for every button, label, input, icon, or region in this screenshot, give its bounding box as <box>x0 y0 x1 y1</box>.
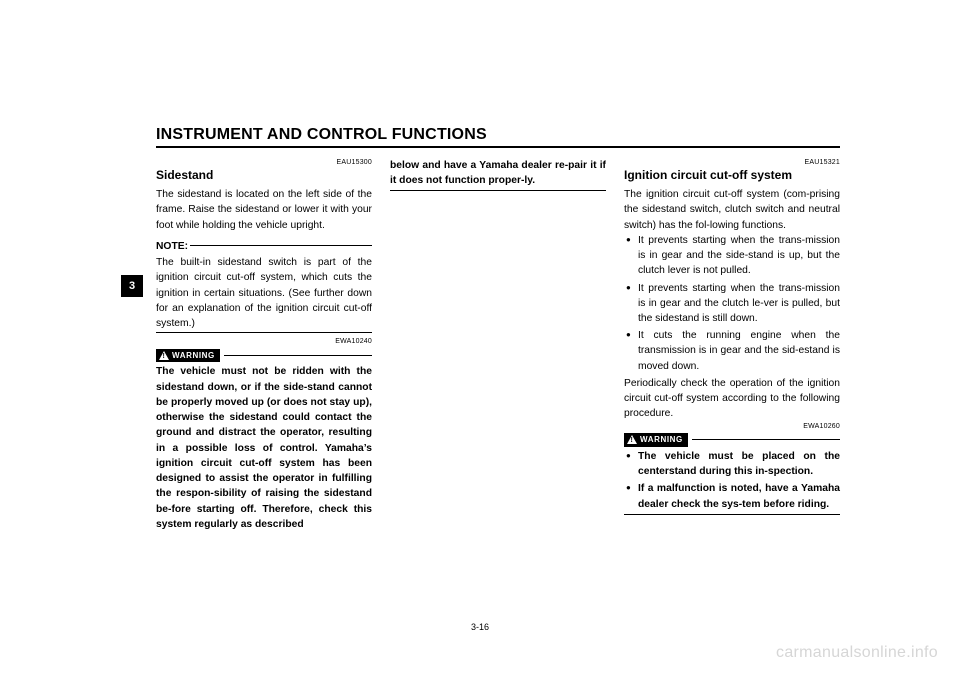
list-item: It prevents starting when the trans-miss… <box>624 281 840 327</box>
warning-label: WARNING <box>640 434 683 446</box>
note-rule <box>190 245 372 246</box>
warning-rule <box>224 355 372 356</box>
column-2: below and have a Yamaha dealer re-pair i… <box>390 158 606 532</box>
warning-header: WARNING <box>156 349 372 363</box>
ref-code: EWA10260 <box>624 422 840 432</box>
warning-label: WARNING <box>172 350 215 362</box>
warning-triangle-icon <box>159 351 169 360</box>
subheading-sidestand: Sidestand <box>156 167 372 185</box>
list-item: If a malfunction is noted, have a Yamaha… <box>624 481 840 511</box>
subheading-ignition: Ignition circuit cut-off system <box>624 167 840 185</box>
note-label: NOTE: <box>156 239 188 254</box>
watermark: carmanualsonline.info <box>776 644 938 662</box>
column-1: EAU15300 Sidestand The sidestand is loca… <box>156 158 372 532</box>
warning-triangle-icon <box>627 435 637 444</box>
warning-body-continued: below and have a Yamaha dealer re-pair i… <box>390 158 606 188</box>
ref-code: EWA10240 <box>156 337 372 347</box>
section-title: INSTRUMENT AND CONTROL FUNCTIONS <box>156 126 840 148</box>
warning-rule <box>692 439 840 440</box>
note-body: The built-in sidestand switch is part of… <box>156 255 372 331</box>
chapter-tab: 3 <box>121 275 143 297</box>
note-header: NOTE: <box>156 239 372 254</box>
warning-badge: WARNING <box>156 349 220 363</box>
list-item: It cuts the running engine when the tran… <box>624 328 840 374</box>
column-layout: EAU15300 Sidestand The sidestand is loca… <box>156 158 840 532</box>
page-number: 3-16 <box>0 622 960 632</box>
note-end-rule <box>156 332 372 333</box>
paragraph: The ignition circuit cut-off system (com… <box>624 187 840 233</box>
end-rule <box>390 190 606 191</box>
list-item: It prevents starting when the trans-miss… <box>624 233 840 279</box>
list-item: The vehicle must be placed on the center… <box>624 449 840 479</box>
warning-body: The vehicle must not be ridden with the … <box>156 364 372 532</box>
end-rule <box>624 514 840 515</box>
manual-page: 3 INSTRUMENT AND CONTROL FUNCTIONS EAU15… <box>0 0 960 678</box>
paragraph: The sidestand is located on the left sid… <box>156 187 372 233</box>
warning-header: WARNING <box>624 433 840 447</box>
paragraph: Periodically check the operation of the … <box>624 376 840 422</box>
bullet-list: It prevents starting when the trans-miss… <box>624 233 840 374</box>
column-3: EAU15321 Ignition circuit cut-off system… <box>624 158 840 532</box>
content-area: INSTRUMENT AND CONTROL FUNCTIONS EAU1530… <box>156 126 840 532</box>
warning-badge: WARNING <box>624 433 688 447</box>
warning-bullet-list: The vehicle must be placed on the center… <box>624 449 840 512</box>
